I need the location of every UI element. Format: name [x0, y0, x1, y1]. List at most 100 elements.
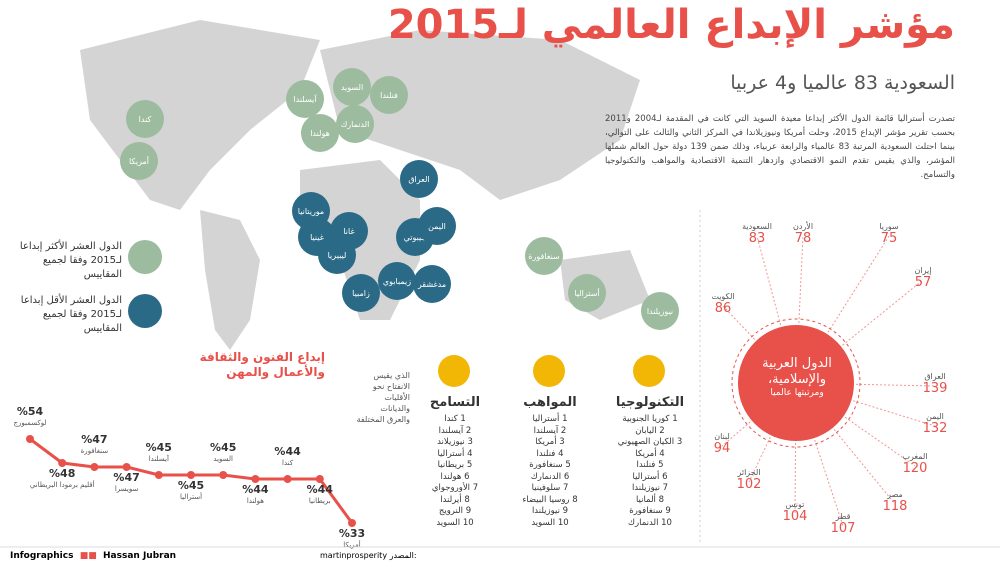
point: [187, 471, 195, 479]
rank-value: 118: [882, 499, 908, 514]
point: [251, 475, 260, 483]
value-label: %47: [113, 471, 139, 484]
source: martinprosperity: [320, 551, 388, 560]
rays: [721, 235, 936, 527]
point-label: بريطانيا: [309, 497, 331, 505]
title: مؤشر الإبداع العالمي لـ2015: [387, 2, 955, 48]
category-item: 3 أمريكا: [535, 437, 565, 447]
rank-item: لبنان 94: [697, 432, 747, 456]
value-label: %54: [17, 405, 44, 418]
category-item: 9 النرويج: [438, 506, 472, 516]
point: [58, 459, 67, 467]
ray: [795, 382, 844, 527]
category-item: 8 روسيا البيضاء: [522, 494, 578, 505]
point: [219, 471, 228, 479]
category-item: 10 السويد: [436, 517, 474, 528]
category-item: 10 السويد: [531, 517, 569, 528]
value-label: %44: [242, 483, 269, 496]
point-label: أستراليا: [180, 492, 202, 501]
rank-country: تونس: [785, 500, 805, 509]
category-item: 1 أستراليا: [532, 414, 568, 424]
map-bubble: كندا: [126, 100, 164, 138]
value-label: %48: [49, 467, 75, 480]
category: التكنولوجيا 1 كوريا الجنوبية 2 اليابان 3 ال…: [605, 355, 695, 529]
value-label: %45: [146, 441, 172, 454]
map-bubble: أمريكا: [120, 142, 158, 180]
map-bubble: نيوزيلندا: [641, 292, 679, 330]
ray: [795, 235, 804, 384]
value-label: %45: [210, 441, 236, 454]
map-bubble: هولندا: [301, 114, 339, 152]
category-item: 4 أستراليا: [437, 448, 473, 459]
category-item: 7 الأوروجواي: [431, 483, 479, 493]
chart-title: إبداع الفنون والثقافة والأعمال والمهن: [199, 350, 325, 379]
rank-item: سوريا 75: [864, 222, 914, 246]
point: [154, 471, 163, 479]
rank-value: 83: [748, 231, 766, 246]
rank-country: المغرب: [902, 452, 928, 461]
rank-item: الكويت 86: [698, 292, 748, 316]
source-label: المصدر:: [389, 551, 417, 560]
footer-source: martinprosperity المصدر:: [320, 551, 417, 560]
category-title: المواهب: [523, 395, 577, 410]
value-label: %45: [178, 479, 204, 492]
category-item: 10 الدنمارك: [628, 517, 672, 528]
legend-label: الدول العشر الأكثر إبداعا لـ2015 وفقا لج…: [19, 241, 122, 280]
category-title: التسامح: [429, 395, 481, 410]
ray: [794, 382, 797, 515]
ring-title: الدول العربية والإسلامية،: [762, 356, 832, 387]
category-item: 8 أيرلندا: [440, 494, 470, 505]
rank-country: الكويت: [711, 292, 735, 301]
map-bubble: زامبيا: [342, 274, 380, 312]
rank-country: قطر: [835, 512, 851, 521]
rank-country: الجزائر: [737, 468, 761, 477]
rank-item: المغرب 120: [890, 452, 940, 476]
map-bubble: زيمبابوي: [378, 262, 416, 300]
point-label: سويسرا: [115, 485, 139, 493]
map-bubble: السويد: [333, 68, 371, 106]
tolerance-note: الذي يقيس الانفتاح نحو الأقليات والديانا…: [356, 371, 410, 424]
legend-label: الدول العشر الأقل إبداعا لـ2015 وفقا لجم…: [20, 295, 122, 334]
category: المواهب 1 أستراليا 2 آيسلندا 3 أمريكا 4 فنلن…: [505, 355, 595, 529]
ring-text: الدول العربية والإسلامية، ومرتبتها عالمي…: [742, 356, 852, 398]
map-bubble: اليمن: [418, 207, 456, 245]
rank-country: مصر: [887, 490, 903, 499]
value-label: %33: [339, 527, 365, 540]
rank-country: سوريا: [879, 222, 899, 231]
rank-item: اليمن 132: [910, 412, 960, 436]
category-item: 7 نيوزيلندا: [631, 483, 669, 493]
rank-item: الأردن 78: [778, 222, 828, 246]
point-label: أقليم برمودا البريطاني: [30, 480, 95, 489]
ray: [722, 305, 797, 384]
point-label: أمريكا: [343, 540, 361, 549]
point: [348, 519, 356, 527]
category-item: 3 نيوزيلاند: [437, 437, 473, 447]
map-bubble: آيسلندا: [286, 80, 324, 118]
rank-country: لبنان: [714, 432, 730, 441]
point: [26, 435, 34, 443]
map-bubble: الدنمارك: [336, 105, 374, 143]
category-item: 2 اليابان: [635, 425, 665, 436]
point-label: لوكسمبورج: [13, 419, 46, 427]
rank-value: 78: [794, 231, 812, 246]
point: [122, 463, 131, 471]
ray: [795, 382, 936, 387]
point-label: كندا: [282, 459, 294, 467]
rank-item: إيران 57: [898, 266, 948, 290]
intro: تصدرت أستراليا قائمة الدول الأكثر إبداعا…: [605, 114, 956, 180]
ray: [756, 235, 797, 384]
rank-country: اليمن: [926, 412, 944, 421]
map-bubble: ليبيريا: [318, 236, 356, 274]
rank-value: 94: [713, 441, 731, 456]
ray: [795, 279, 924, 384]
rank-value: 139: [922, 381, 948, 396]
category: التسامح 1 كندا 2 آيسلندا 3 نيوزيلاند 4 أسترا…: [410, 355, 500, 529]
category-item: 1 كوريا الجنوبية: [622, 414, 678, 424]
category-item: 9 سنغافورة: [629, 506, 671, 516]
ray: [721, 382, 797, 447]
rank-item: العراق 139: [910, 372, 960, 396]
rank-item: تونس 104: [770, 500, 820, 524]
